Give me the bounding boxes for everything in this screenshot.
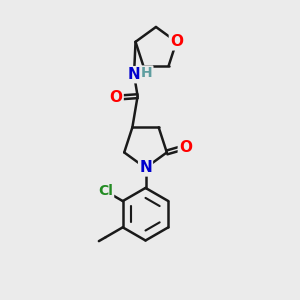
Text: Cl: Cl (98, 184, 113, 198)
Text: O: O (179, 140, 192, 154)
Text: N: N (139, 160, 152, 175)
Text: H: H (141, 67, 152, 80)
Text: O: O (110, 90, 123, 105)
Text: O: O (170, 34, 183, 49)
Text: N: N (128, 67, 140, 82)
